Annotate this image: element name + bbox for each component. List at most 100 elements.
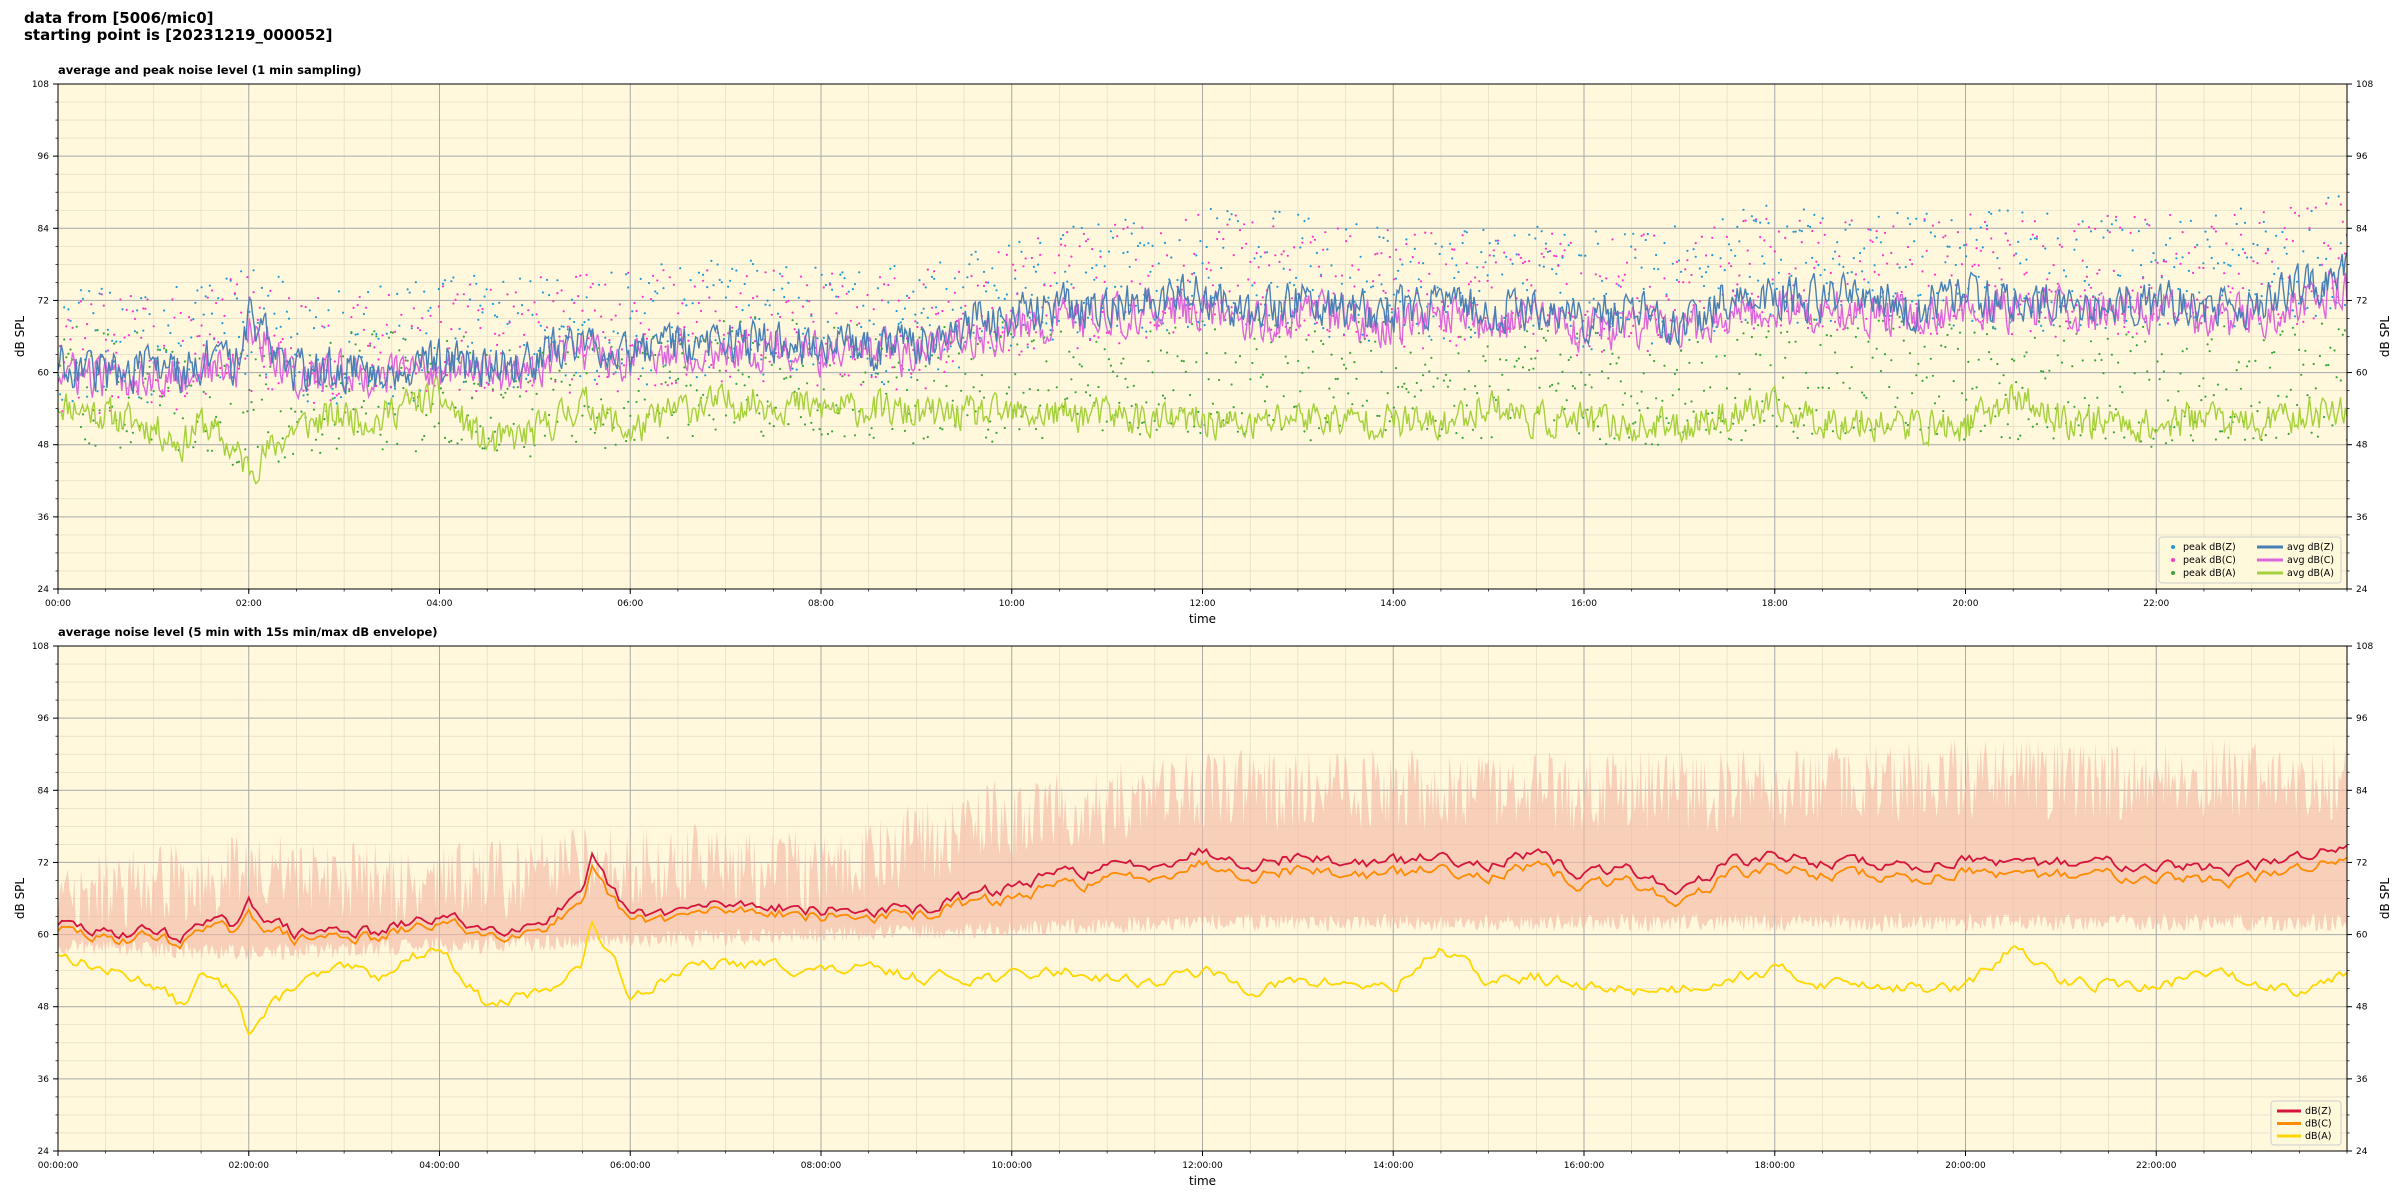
- scatter-point: [2310, 290, 2313, 293]
- legend-box: [2158, 536, 2342, 584]
- scatter-point: [2125, 319, 2128, 322]
- scatter-point: [350, 316, 353, 319]
- scatter-point: [1028, 388, 1031, 391]
- scatter-point: [1740, 439, 1743, 442]
- scatter-point: [1600, 370, 1604, 373]
- scatter-point: [2077, 223, 2080, 226]
- scatter-point: [285, 310, 288, 313]
- scatter-point: [115, 351, 118, 354]
- scatter-point: [2150, 445, 2153, 448]
- scatter-point: [498, 301, 501, 304]
- scatter-point: [2221, 294, 2224, 297]
- scatter-point: [1650, 342, 1654, 345]
- scatter-point: [1927, 284, 1930, 287]
- scatter-point: [2235, 222, 2238, 226]
- scatter-point: [799, 416, 803, 419]
- scatter-point: [1157, 262, 1160, 265]
- scatter-point: [764, 303, 767, 306]
- scatter-point: [699, 309, 703, 313]
- scatter-point: [1126, 386, 1129, 389]
- scatter-point: [2223, 325, 2226, 328]
- scatter-point: [708, 414, 711, 417]
- x-tick-label: 20:00:00: [1945, 1161, 1986, 1171]
- scatter-point: [1463, 230, 1466, 233]
- scatter-point: [883, 283, 886, 286]
- scatter-point: [908, 368, 911, 371]
- scatter-point: [1232, 301, 1235, 304]
- scatter-point: [1881, 319, 1885, 322]
- scatter-point: [421, 438, 424, 441]
- scatter-point: [1018, 353, 1021, 356]
- scatter-point: [729, 375, 732, 378]
- scatter-point: [1176, 355, 1179, 358]
- scatter-point: [1365, 280, 1368, 283]
- scatter-point: [2139, 440, 2143, 443]
- scatter-point: [751, 263, 755, 266]
- scatter-point: [96, 329, 99, 332]
- y-tick-label: 72: [38, 296, 49, 306]
- scatter-point: [964, 304, 967, 307]
- scatter-point: [2164, 442, 2168, 445]
- scatter-point: [1072, 225, 1075, 228]
- scatter-point: [2187, 251, 2190, 255]
- scatter-point: [1191, 273, 1194, 276]
- scatter-point: [2331, 295, 2334, 299]
- scatter-point: [1446, 385, 1450, 388]
- scatter-point: [142, 307, 145, 310]
- scatter-point: [1166, 254, 1169, 257]
- scatter-point: [1197, 213, 1200, 216]
- x-tick-label: 06:00: [617, 599, 643, 609]
- scatter-point: [1263, 251, 1266, 254]
- scatter-point: [870, 427, 873, 430]
- scatter-point: [957, 352, 961, 355]
- scatter-point: [2025, 271, 2028, 274]
- scatter-point: [1906, 217, 1909, 220]
- scatter-point: [1007, 386, 1011, 389]
- plot-background: [58, 646, 2347, 1151]
- scatter-point: [129, 295, 132, 298]
- y-tick-label-right: 36: [2356, 1075, 2368, 1085]
- scatter-point: [2042, 370, 2045, 373]
- scatter-point: [194, 440, 197, 443]
- scatter-point: [853, 358, 857, 361]
- scatter-point: [1806, 386, 1810, 389]
- scatter-point: [1846, 327, 1849, 330]
- scatter-point: [1494, 261, 1497, 264]
- scatter-point: [1299, 390, 1302, 393]
- scatter-point: [198, 357, 201, 360]
- scatter-point: [441, 282, 445, 285]
- scatter-point: [1451, 248, 1454, 251]
- scatter-point: [1274, 210, 1277, 213]
- scatter-point: [156, 345, 159, 348]
- scatter-point: [1161, 394, 1165, 397]
- scatter-point: [587, 318, 590, 321]
- scatter-point: [196, 289, 199, 292]
- scatter-point: [1933, 235, 1937, 238]
- scatter-point: [308, 354, 311, 357]
- y-tick-label: 84: [38, 224, 50, 234]
- scatter-point: [2229, 416, 2232, 419]
- scatter-point: [1757, 279, 1760, 282]
- scatter-point: [1582, 416, 1585, 419]
- envelope-band: [58, 738, 2347, 962]
- scatter-point: [2262, 339, 2265, 342]
- scatter-point: [1838, 263, 1841, 266]
- scatter-point: [2104, 326, 2107, 330]
- scatter-point: [1245, 242, 1248, 245]
- y-tick-label-right: 24: [2356, 585, 2368, 595]
- scatter-point: [1515, 253, 1518, 256]
- scatter-point: [866, 357, 869, 360]
- x-tick-label: 04:00: [427, 599, 453, 609]
- scatter-point: [531, 408, 534, 411]
- scatter-point: [2027, 292, 2030, 295]
- scatter-point: [974, 410, 977, 413]
- scatter-point: [627, 271, 630, 274]
- scatter-point: [1315, 321, 1318, 324]
- scatter-point: [279, 325, 282, 328]
- scatter-point: [787, 299, 790, 302]
- scatter-point: [2173, 266, 2176, 269]
- scatter-point: [1707, 412, 1710, 415]
- scatter-point: [939, 427, 942, 430]
- scatter-point: [1095, 276, 1098, 279]
- scatter-point: [945, 287, 948, 291]
